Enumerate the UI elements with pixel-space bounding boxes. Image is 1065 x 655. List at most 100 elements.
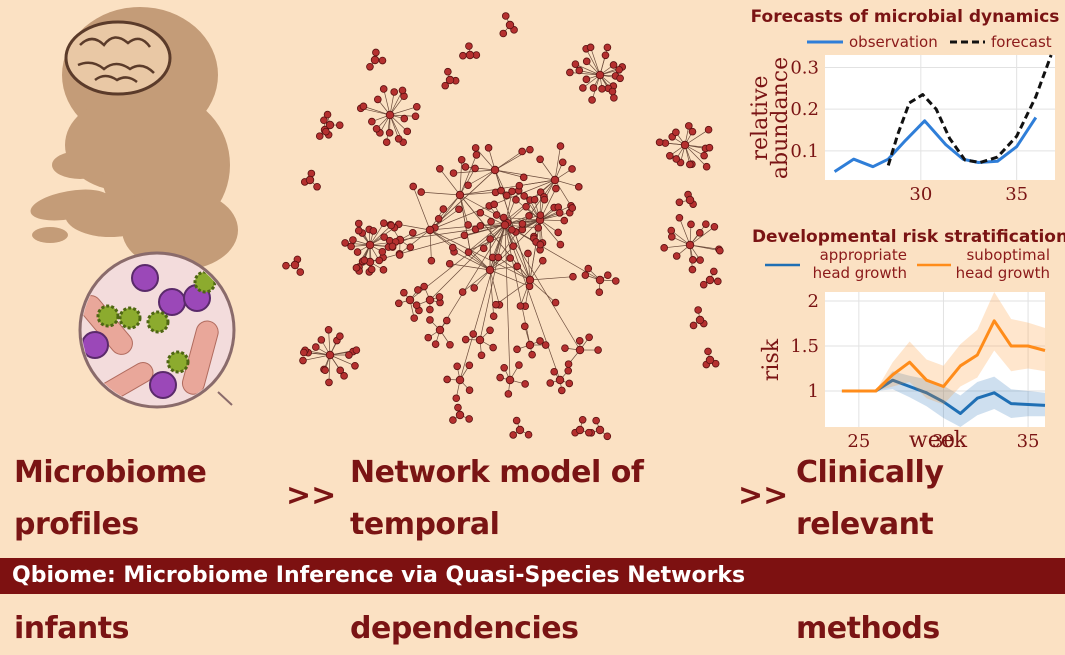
network-node xyxy=(535,224,542,231)
network-node xyxy=(456,191,464,199)
network-node xyxy=(716,247,723,254)
network-node xyxy=(350,237,357,244)
network-node xyxy=(465,249,472,256)
network-node xyxy=(593,417,600,424)
footer-title: Qbiome: Microbiome Inference via Quasi-S… xyxy=(12,563,745,588)
network-node xyxy=(446,260,453,267)
network-node xyxy=(668,233,675,240)
network-node xyxy=(326,379,333,386)
network-node xyxy=(426,296,434,304)
network-node xyxy=(510,432,517,439)
network-node xyxy=(505,390,512,397)
network-node xyxy=(462,336,469,343)
network-node xyxy=(314,183,321,190)
network-nodes xyxy=(283,13,724,440)
network-node xyxy=(586,334,593,341)
network-node xyxy=(495,254,502,261)
panel-left-line1: Microbiome profiles xyxy=(14,447,294,551)
network-node xyxy=(388,222,395,229)
network-node xyxy=(325,326,332,333)
network-node xyxy=(526,212,533,219)
network-node xyxy=(541,196,548,203)
network-node xyxy=(556,376,564,384)
network-node xyxy=(455,404,462,411)
network-node xyxy=(459,289,466,296)
network-node xyxy=(513,417,520,424)
network-node xyxy=(470,331,477,338)
network-node xyxy=(562,345,569,352)
network-node xyxy=(380,86,387,93)
network-node xyxy=(379,57,386,64)
network-node xyxy=(306,176,314,184)
network-node xyxy=(472,165,479,172)
y-axis-label: risk xyxy=(759,338,784,381)
network-node xyxy=(539,257,546,264)
network-node xyxy=(552,299,559,306)
network-node xyxy=(465,222,472,229)
network-node xyxy=(557,241,564,248)
network-node xyxy=(609,88,616,95)
network-node xyxy=(529,351,536,358)
network-node xyxy=(450,417,457,424)
network-node xyxy=(706,144,713,151)
y-tick-label: 1 xyxy=(808,381,819,402)
network-node xyxy=(443,317,450,324)
network-node xyxy=(300,357,307,364)
network-node xyxy=(323,128,330,135)
network-node xyxy=(401,115,408,122)
network-node xyxy=(352,362,359,369)
network-node xyxy=(596,276,604,284)
network-node xyxy=(673,156,680,163)
network-node xyxy=(559,159,566,166)
network-node xyxy=(556,209,563,216)
network-node xyxy=(379,248,386,255)
network-node xyxy=(353,347,360,354)
network-node xyxy=(520,174,527,181)
microbes-magnifier-icon xyxy=(75,253,234,407)
network-node xyxy=(462,163,469,170)
network-node xyxy=(508,226,515,233)
network-node xyxy=(557,143,564,150)
network-node xyxy=(507,255,514,262)
network-node xyxy=(404,128,411,135)
network-node xyxy=(465,182,472,189)
network-node xyxy=(370,227,377,234)
network-node xyxy=(400,289,407,296)
network-node xyxy=(610,62,617,69)
network-node xyxy=(456,411,464,419)
network-node xyxy=(690,322,697,329)
network-node xyxy=(418,189,425,196)
network-node xyxy=(322,367,329,374)
network-node xyxy=(473,152,480,159)
network-node xyxy=(596,289,603,296)
network-node xyxy=(575,183,582,190)
network-node xyxy=(672,129,679,136)
network-node xyxy=(324,111,331,118)
network-node xyxy=(604,433,611,440)
network-node xyxy=(414,287,421,294)
network-node xyxy=(436,165,443,172)
chart2-title: Developmental risk stratification xyxy=(752,227,1065,247)
network-node xyxy=(706,356,714,364)
network-node xyxy=(547,380,554,387)
network-node xyxy=(617,75,624,82)
network-node xyxy=(485,144,492,151)
network-node xyxy=(498,187,505,194)
network-node xyxy=(326,351,334,359)
network-node xyxy=(576,426,584,434)
network-node xyxy=(308,170,315,177)
panel-right-line1: Clinically relevant xyxy=(796,447,1061,551)
y-tick-label: 2 xyxy=(808,291,819,312)
network-node xyxy=(523,203,530,210)
network-node xyxy=(572,61,579,68)
network-node xyxy=(590,85,597,92)
network-node xyxy=(466,43,473,50)
network-node xyxy=(497,374,504,381)
network-node xyxy=(371,56,379,64)
network-node xyxy=(410,183,417,190)
network-node xyxy=(316,133,323,140)
network-node xyxy=(569,166,576,173)
network-node xyxy=(436,294,443,301)
y-tick-label: 0.1 xyxy=(790,141,819,162)
